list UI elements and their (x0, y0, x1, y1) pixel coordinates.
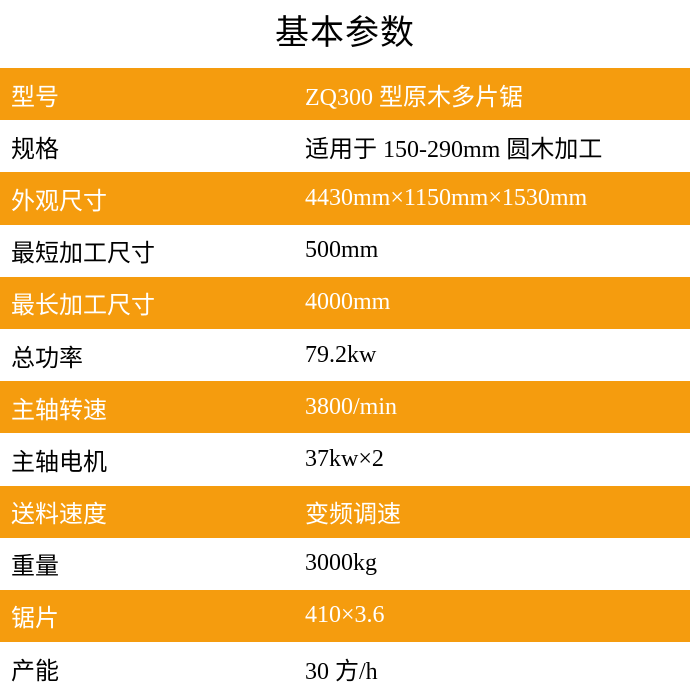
spec-value: 79.2kw (305, 341, 377, 368)
spec-label: 主轴转速 (11, 397, 107, 424)
table-row: 重量 3000kg (0, 537, 690, 590)
spec-value: 500mm (305, 237, 379, 264)
spec-label: 最长加工尺寸 (11, 293, 155, 320)
spec-label: 锯片 (11, 606, 59, 633)
spec-value: 适用于 150-290mm 圆木加工 (305, 136, 603, 163)
table-row: 最长加工尺寸 4000mm (0, 276, 690, 329)
spec-label: 主轴电机 (11, 449, 107, 476)
table-row: 产能 30 方/h (0, 642, 690, 694)
spec-value: 37kw×2 (305, 445, 384, 472)
spec-label: 重量 (11, 554, 59, 581)
spec-label: 最短加工尺寸 (11, 241, 155, 268)
spec-value: 30 方/h (305, 658, 378, 685)
page-title: 基本参数 (275, 15, 415, 52)
table-row: 总功率 79.2kw (0, 328, 690, 382)
spec-value: 4000mm (305, 289, 391, 316)
spec-value: 4430mm×1150mm×1530mm (305, 184, 588, 211)
specifications-table: 型号 ZQ300 型原木多片锯规格 适用于 150-290mm 圆木加工外观尺寸 44… (0, 68, 690, 694)
table-row: 外观尺寸 4430mm×1150mm×1530mm (0, 172, 690, 225)
table-row: 主轴电机 37kw×2 (0, 433, 690, 486)
table-row: 最短加工尺寸 500mm (0, 224, 690, 277)
spec-label: 外观尺寸 (11, 188, 107, 215)
spec-label: 总功率 (11, 345, 83, 372)
specifications-table-body: 型号 ZQ300 型原木多片锯规格 适用于 150-290mm 圆木加工外观尺寸 44… (0, 68, 690, 694)
spec-label: 产能 (11, 658, 59, 685)
spec-label: 型号 (11, 84, 59, 111)
table-row: 型号 ZQ300 型原木多片锯 (0, 68, 690, 121)
spec-label: 送料速度 (11, 502, 107, 529)
spec-value: 3000kg (305, 550, 377, 577)
table-row: 主轴转速 3800/min (0, 381, 690, 434)
spec-value: ZQ300 型原木多片锯 (305, 84, 523, 111)
spec-label: 规格 (11, 136, 59, 163)
table-row: 锯片 410×3.6 (0, 589, 690, 643)
table-row: 规格 适用于 150-290mm 圆木加工 (0, 120, 690, 173)
table-row: 送料速度 变频调速 (0, 485, 690, 538)
spec-value: 3800/min (305, 393, 398, 420)
spec-value: 变频调速 (305, 502, 401, 529)
spec-value: 410×3.6 (305, 602, 385, 629)
